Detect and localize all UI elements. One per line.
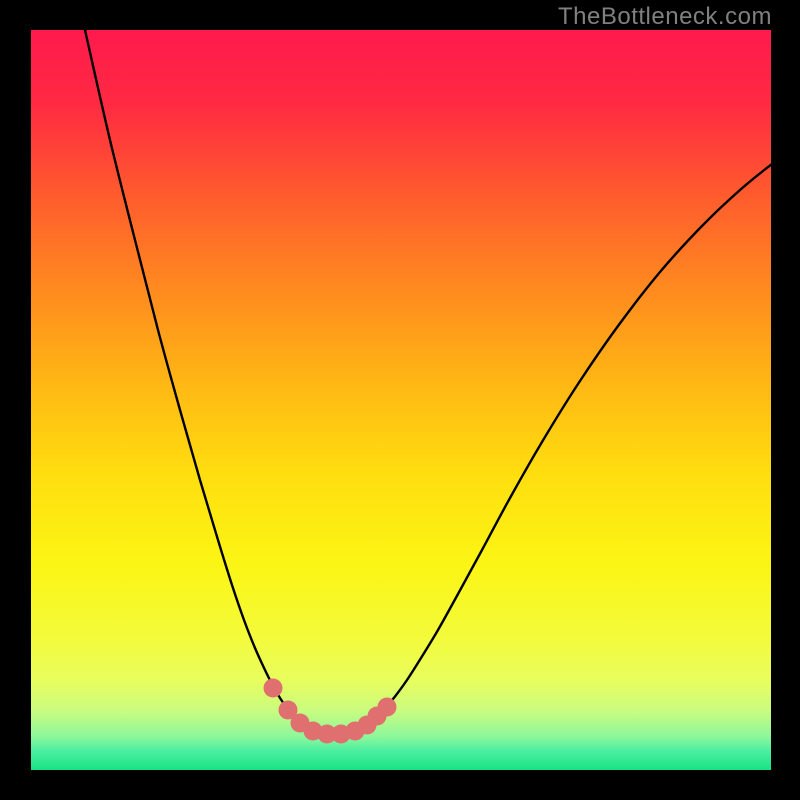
gradient-background — [31, 30, 771, 770]
curve-marker — [378, 698, 397, 717]
curve-marker — [264, 679, 283, 698]
chart-svg — [31, 30, 771, 770]
watermark-text: TheBottleneck.com — [558, 3, 772, 31]
plot-area — [31, 30, 771, 770]
